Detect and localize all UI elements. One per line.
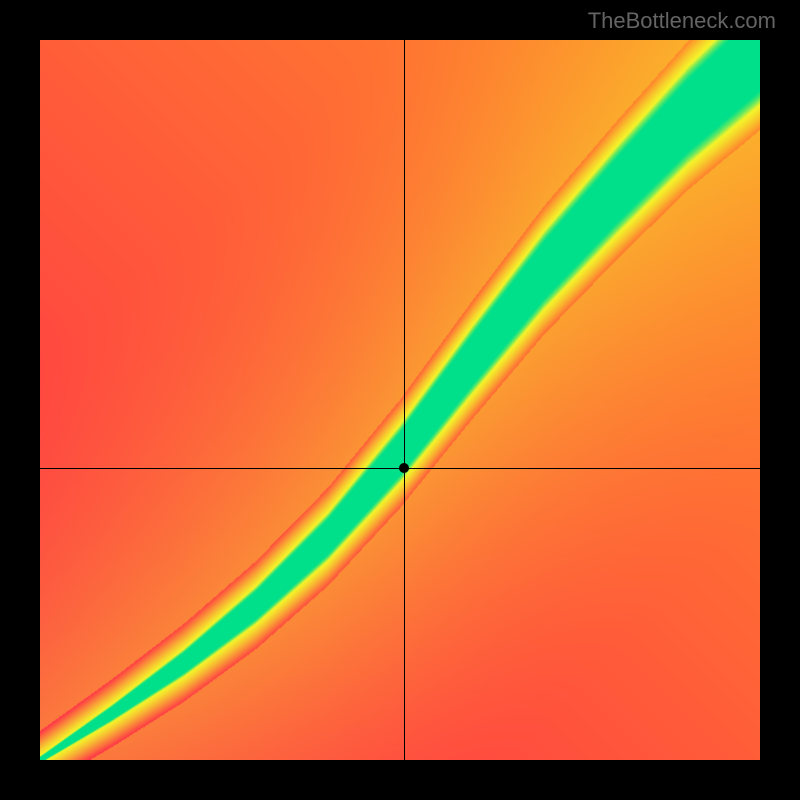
- heatmap-canvas: [40, 40, 760, 760]
- crosshair-vertical: [404, 40, 405, 760]
- watermark-text: TheBottleneck.com: [588, 8, 776, 34]
- chart-container: TheBottleneck.com: [0, 0, 800, 800]
- data-point-marker: [399, 463, 409, 473]
- heatmap-plot: [40, 40, 760, 760]
